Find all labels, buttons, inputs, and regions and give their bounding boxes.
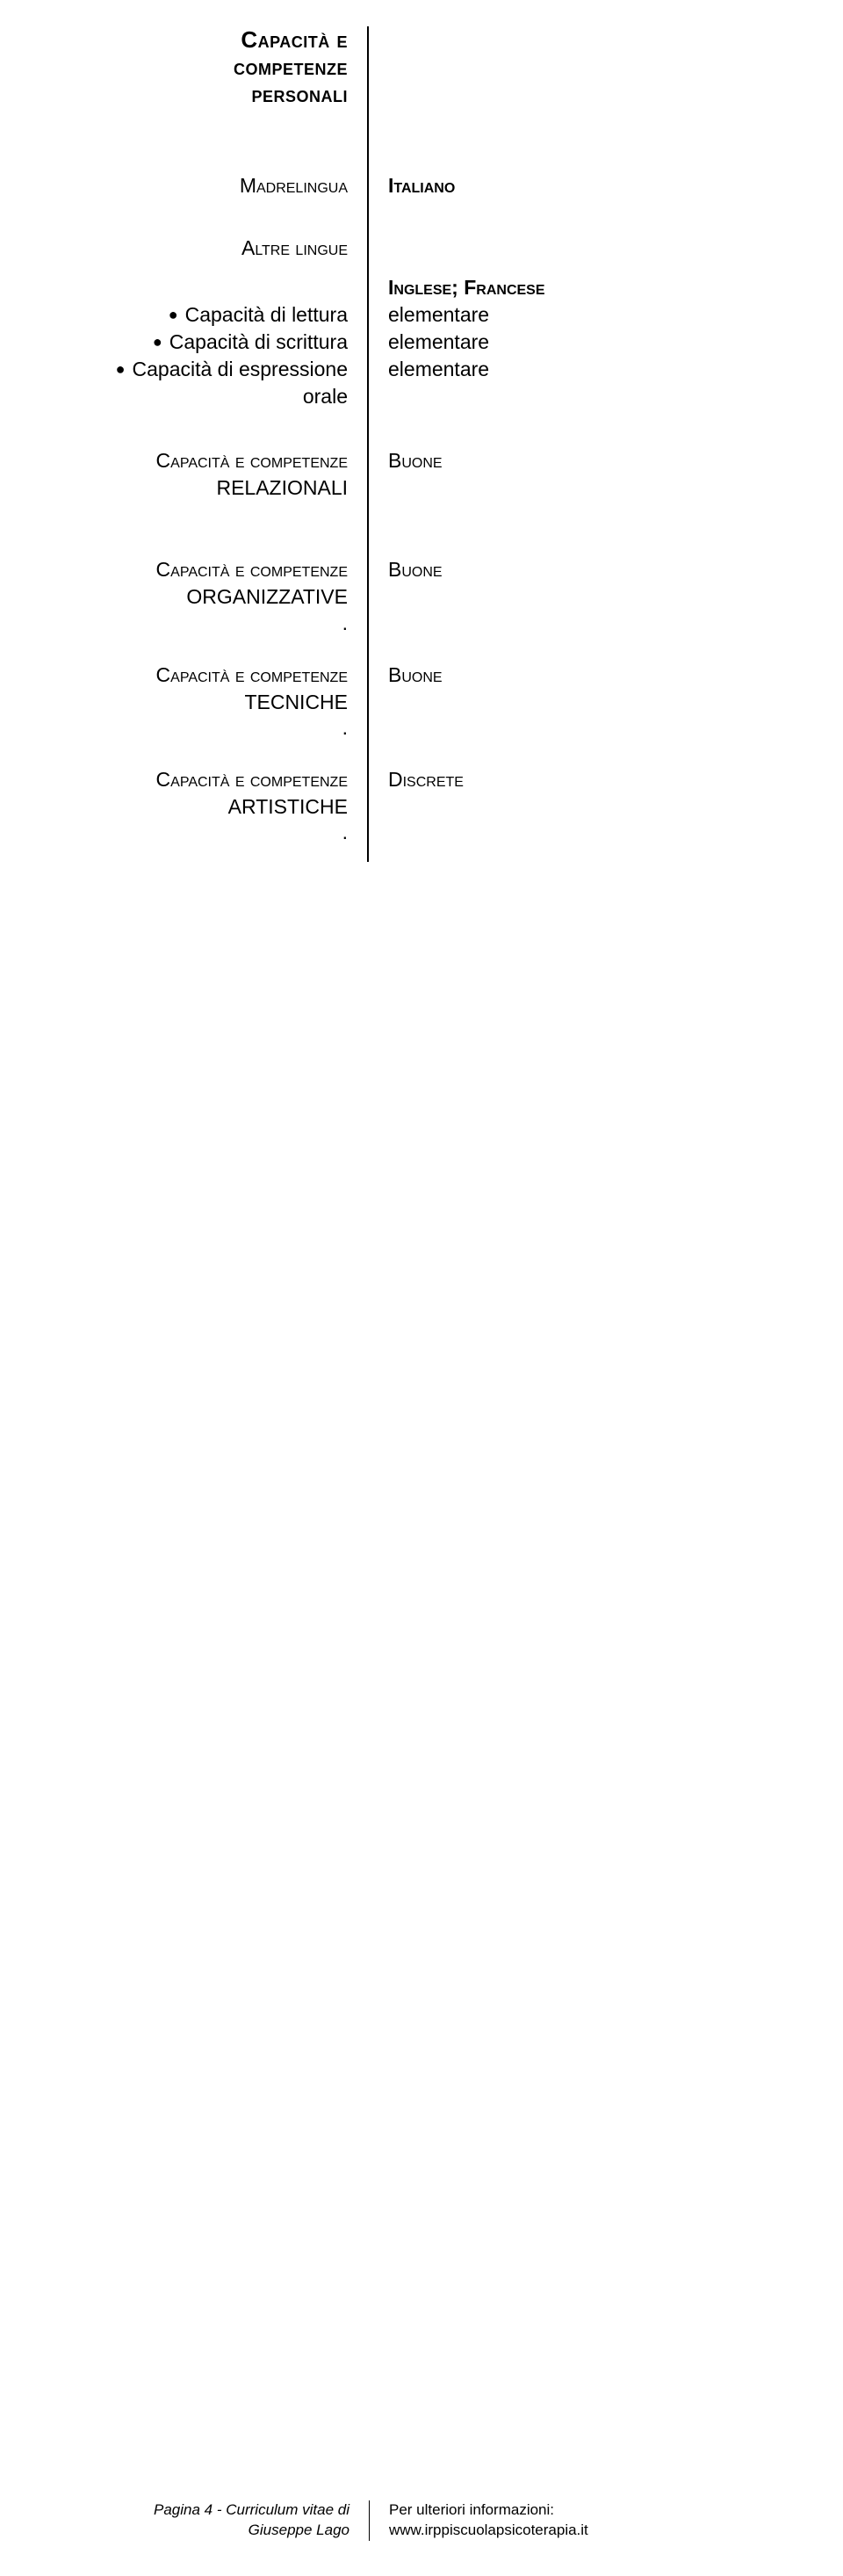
- madrelingua-label-cell: Madrelingua: [53, 172, 369, 199]
- lang-row-2: ● Capacità di espressione elementare: [53, 356, 790, 383]
- comp-row-1-left: Capacità e competenze organizzative .: [53, 556, 369, 634]
- lang-heading-left: x: [53, 274, 369, 301]
- lang-row-1-left: ● Capacità di scrittura: [53, 329, 369, 356]
- lang-row-2-bullet: ● Capacità di espressione: [53, 356, 348, 383]
- section-head-l3: personali: [53, 81, 348, 108]
- spacer-left: [53, 635, 369, 662]
- lang-row-0-label: Capacità di lettura: [185, 301, 348, 329]
- comp-row-2-suffix: .: [53, 716, 348, 740]
- comp-row-0: Capacità e competenze relazionali Buone: [53, 447, 790, 502]
- comp-row-0-l1: Capacità e competenze: [53, 447, 348, 474]
- comp-row-2-l2: tecniche: [53, 689, 348, 716]
- spacer-left: [53, 262, 369, 274]
- spacer-left: [53, 844, 369, 862]
- spacer-row: [53, 410, 790, 447]
- bullet-icon: ●: [116, 361, 126, 377]
- comp-row-3-l2: artistiche: [53, 793, 348, 821]
- section-head-l2: competenze: [53, 54, 348, 81]
- spacer-left: [53, 740, 369, 766]
- altre-lingue-heading-row: Altre lingue: [53, 235, 790, 262]
- comp-row-3: Capacità e competenze artistiche . Discr…: [53, 766, 790, 844]
- lang-heading-value: Inglese; Francese: [388, 274, 790, 301]
- lang-row-1-bullet: ● Capacità di scrittura: [53, 329, 348, 356]
- lang-row-orale-label: orale: [53, 383, 348, 410]
- comp-row-3-right: Discrete: [369, 766, 790, 793]
- comp-row-1-l2: organizzative: [53, 583, 348, 611]
- comp-row-2-value: Buone: [388, 662, 790, 689]
- lang-row-orale: orale: [53, 383, 790, 410]
- spacer-row: [53, 132, 790, 172]
- lang-row-0-right: elementare: [369, 301, 790, 329]
- comp-row-0-left: Capacità e competenze relazionali: [53, 447, 369, 502]
- footer-right-l2: www.irppiscuolapsicoterapia.it: [389, 2521, 790, 2541]
- footer-left: Pagina 4 - Curriculum vitae di Giuseppe …: [53, 2500, 369, 2541]
- section-head-l1: Capacità e: [53, 26, 348, 54]
- lang-row-2-value: elementare: [388, 356, 790, 383]
- comp-row-2: Capacità e competenze tecniche . Buone: [53, 662, 790, 740]
- cv-page: Capacità e competenze personali Madrelin…: [0, 0, 843, 2576]
- spacer-row: [53, 199, 790, 235]
- madrelingua-value-cell: Italiano: [369, 172, 790, 199]
- spacer-row: [53, 262, 790, 274]
- lang-row-0-left: ● Capacità di lettura: [53, 301, 369, 329]
- footer-right: Per ulteriori informazioni: www.irppiscu…: [370, 2500, 790, 2541]
- lang-row-orale-left: orale: [53, 383, 369, 410]
- section-heading-row: Capacità e competenze personali: [53, 26, 790, 132]
- comp-row-1-value: Buone: [388, 556, 790, 583]
- madrelingua-value: Italiano: [388, 172, 790, 199]
- bullet-icon: ●: [153, 334, 162, 350]
- comp-row-3-suffix: .: [53, 821, 348, 844]
- lang-row-0-value: elementare: [388, 301, 790, 329]
- footer-left-l1: Pagina 4 - Curriculum vitae di: [53, 2500, 349, 2521]
- comp-row-1-suffix: .: [53, 611, 348, 635]
- lang-row-1-right: elementare: [369, 329, 790, 356]
- comp-row-0-l2: relazionali: [53, 474, 348, 502]
- lang-row-0: ● Capacità di lettura elementare: [53, 301, 790, 329]
- page-footer: Pagina 4 - Curriculum vitae di Giuseppe …: [53, 2500, 790, 2541]
- spacer-left: [53, 502, 369, 556]
- comp-row-3-value: Discrete: [388, 766, 790, 793]
- section-heading-left: Capacità e competenze personali: [53, 26, 369, 132]
- altre-lingue-label-cell: Altre lingue: [53, 235, 369, 262]
- spacer-row: [53, 635, 790, 662]
- spacer-row: [53, 844, 790, 862]
- comp-row-3-left: Capacità e competenze artistiche .: [53, 766, 369, 844]
- lang-row-2-left: ● Capacità di espressione: [53, 356, 369, 383]
- spacer-row: [53, 740, 790, 766]
- comp-row-3-l1: Capacità e competenze: [53, 766, 348, 793]
- lang-row-1: ● Capacità di scrittura elementare: [53, 329, 790, 356]
- comp-row-2-l1: Capacità e competenze: [53, 662, 348, 689]
- spacer-left: [53, 199, 369, 235]
- altre-lingue-label: Altre lingue: [53, 235, 348, 262]
- lang-row-0-bullet: ● Capacità di lettura: [53, 301, 348, 329]
- lang-row-1-label: Capacità di scrittura: [169, 329, 348, 356]
- madrelingua-row: Madrelingua Italiano: [53, 172, 790, 199]
- footer-right-l1: Per ulteriori informazioni:: [389, 2500, 790, 2521]
- madrelingua-label: Madrelingua: [53, 172, 348, 199]
- lang-heading-row: x Inglese; Francese: [53, 274, 790, 301]
- lang-row-1-value: elementare: [388, 329, 790, 356]
- lang-heading-right: Inglese; Francese: [369, 274, 790, 301]
- comp-row-2-left: Capacità e competenze tecniche .: [53, 662, 369, 740]
- spacer-left: [53, 132, 369, 172]
- spacer-row: [53, 502, 790, 556]
- lang-row-2-label: Capacità di espressione: [133, 356, 348, 383]
- comp-row-1-l1: Capacità e competenze: [53, 556, 348, 583]
- comp-row-2-right: Buone: [369, 662, 790, 689]
- comp-row-1: Capacità e competenze organizzative . Bu…: [53, 556, 790, 634]
- bullet-icon: ●: [169, 307, 178, 322]
- comp-row-0-right: Buone: [369, 447, 790, 474]
- lang-row-2-right: elementare: [369, 356, 790, 383]
- comp-row-1-right: Buone: [369, 556, 790, 583]
- footer-left-l2: Giuseppe Lago: [53, 2521, 349, 2541]
- spacer-left: [53, 410, 369, 447]
- comp-row-0-value: Buone: [388, 447, 790, 474]
